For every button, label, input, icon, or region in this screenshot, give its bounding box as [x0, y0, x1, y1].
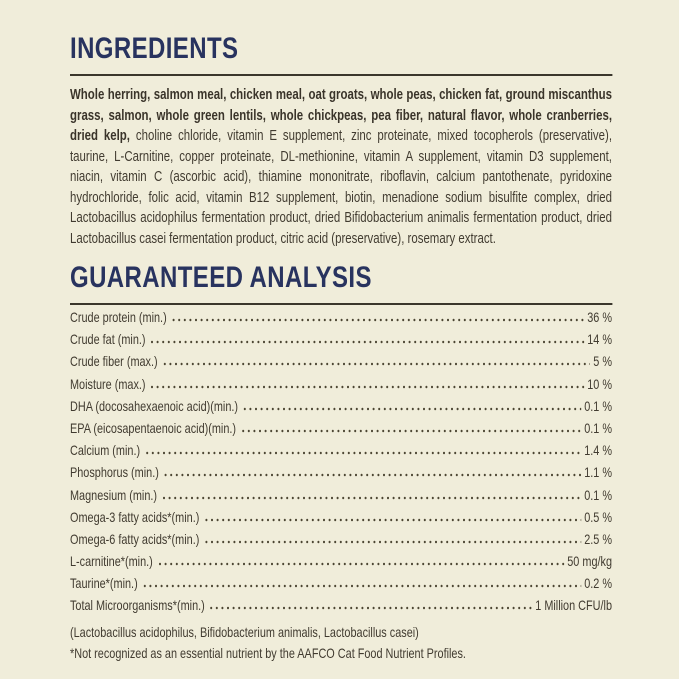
analysis-row: DHA (docosahexaenoic acid)(min.) 0.1 %: [70, 399, 612, 421]
analysis-value: 1.1 %: [584, 465, 612, 481]
dot-leader: [208, 606, 533, 611]
analysis-value: 50 mg/kg: [567, 554, 612, 570]
analysis-row: Phosphorus (min.) 1.1 %: [70, 465, 612, 487]
dot-leader: [203, 539, 581, 544]
ingredients-divider: [70, 74, 612, 76]
analysis-row: Calcium (min.) 1.4 %: [70, 443, 612, 465]
dot-leader: [170, 318, 585, 322]
analysis-row: Crude protein (min.) 36 %: [70, 310, 612, 332]
analysis-label: Crude fat (min.): [70, 332, 146, 348]
aafco-footnote: *Not recognized as an essential nutrient…: [70, 645, 466, 661]
analysis-label: Magnesium (min.): [70, 487, 158, 503]
analysis-value: 1.4 %: [584, 443, 612, 459]
analysis-label: Phosphorus (min.): [70, 465, 159, 481]
analysis-row: L-carnitine*(min.) 50 mg/kg: [70, 554, 612, 576]
analysis-value: 36 %: [587, 310, 612, 325]
ingredients-main-list: Whole herring, salmon meal, chicken meal…: [70, 87, 612, 144]
dot-leader: [156, 562, 565, 567]
dot-leader: [149, 384, 585, 389]
guaranteed-analysis-heading: GUARANTEED ANALYSIS: [70, 261, 372, 294]
analysis-label: Omega-3 fatty acids*(min.): [70, 509, 200, 525]
analysis-table: Crude protein (min.) 36 % Crude fat (min.)…: [70, 310, 612, 621]
analysis-row: Moisture (max.) 10 %: [70, 377, 612, 399]
analysis-value: 14 %: [587, 332, 612, 348]
analysis-row: Taurine*(min.) 0.2 %: [70, 576, 612, 598]
analysis-label: Omega-6 fatty acids*(min.): [70, 531, 200, 547]
ingredients-heading: INGREDIENTS: [70, 32, 239, 65]
ingredients-supplement-list: choline chloride, vitamin E supplement, …: [70, 128, 612, 247]
analysis-row: Crude fat (min.) 14 %: [70, 332, 612, 354]
analysis-label: Crude protein (min.): [70, 310, 167, 325]
dot-leader: [144, 451, 581, 456]
analysis-value: 2.5 %: [584, 531, 612, 547]
analysis-row: Magnesium (min.) 0.1 %: [70, 488, 612, 510]
analysis-value: 0.5 %: [584, 509, 612, 525]
dot-leader: [141, 584, 581, 589]
analysis-value: 0.1 %: [584, 420, 612, 436]
microorganisms-note: (Lactobacillus acidophilus, Bifidobacter…: [70, 624, 419, 640]
analysis-value: 5 %: [593, 354, 612, 370]
pet-food-label-panel: INGREDIENTS Whole herring, salmon meal, …: [70, 34, 612, 664]
ingredients-paragraph: Whole herring, salmon meal, chicken meal…: [70, 85, 612, 249]
dot-leader: [161, 362, 591, 367]
analysis-label: Calcium (min.): [70, 443, 141, 459]
analysis-label: Moisture (max.): [70, 376, 146, 392]
dot-leader: [162, 473, 581, 478]
dot-leader: [242, 406, 581, 411]
dot-leader: [149, 340, 585, 345]
analysis-label: L-carnitine*(min.): [70, 554, 153, 570]
analysis-label: Crude fiber (max.): [70, 354, 158, 370]
analysis-value: 10 %: [587, 376, 612, 392]
analysis-row: EPA (eicosapentaenoic acid)(min.) 0.1 %: [70, 421, 612, 443]
analysis-value: 0.1 %: [584, 398, 612, 414]
dot-leader: [161, 495, 581, 500]
analysis-divider: [70, 303, 612, 305]
analysis-value: 0.2 %: [584, 576, 612, 592]
dot-leader: [240, 428, 581, 433]
analysis-label: Total Microorganisms*(min.): [70, 598, 205, 614]
analysis-value: 0.1 %: [584, 487, 612, 503]
analysis-label: EPA (eicosapentaenoic acid)(min.): [70, 420, 237, 436]
analysis-value: 1 Million CFU/lb: [535, 598, 612, 614]
analysis-label: DHA (docosahexaenoic acid)(min.): [70, 398, 239, 414]
analysis-row: Total Microorganisms*(min.) 1 Million CFU…: [70, 598, 612, 620]
analysis-label: Taurine*(min.): [70, 576, 138, 592]
analysis-row: Omega-6 fatty acids*(min.) 2.5 %: [70, 532, 612, 554]
analysis-section: GUARANTEED ANALYSIS: [70, 263, 612, 305]
label-content: INGREDIENTS Whole herring, salmon meal, …: [70, 34, 612, 664]
analysis-row: Crude fiber (max.) 5 %: [70, 354, 612, 376]
analysis-row: Omega-3 fatty acids*(min.) 0.5 %: [70, 510, 612, 532]
dot-leader: [203, 517, 581, 522]
